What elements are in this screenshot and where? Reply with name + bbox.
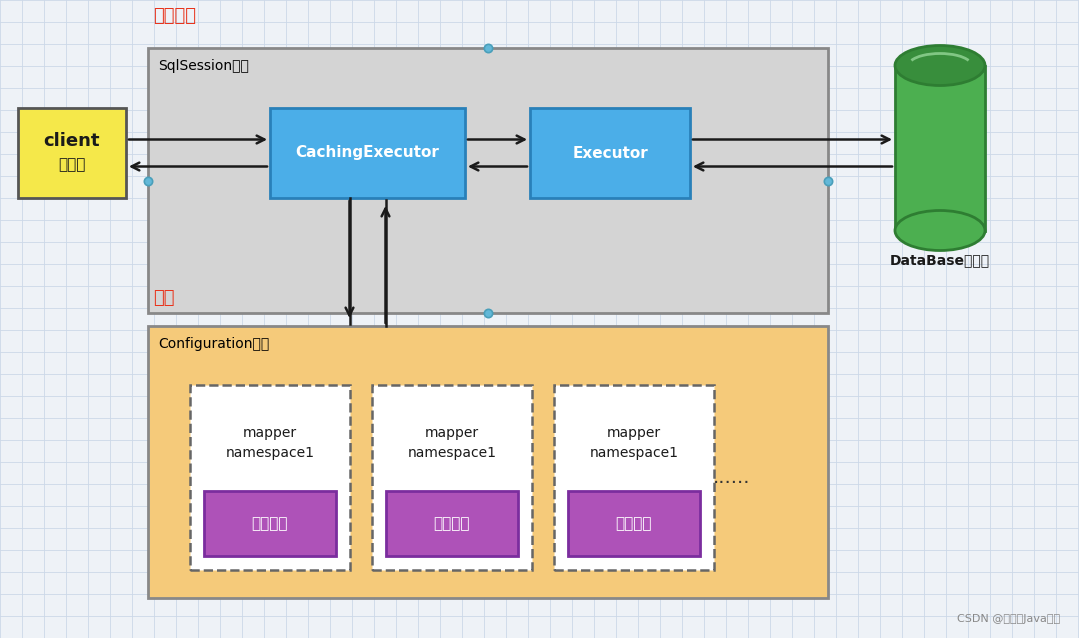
Text: mapper: mapper (606, 426, 661, 440)
Text: namespace1: namespace1 (589, 446, 679, 460)
Ellipse shape (894, 211, 985, 251)
Bar (148, 326, 828, 598)
Bar (204, 491, 336, 556)
Bar (190, 385, 350, 570)
Bar (148, 48, 828, 313)
Text: 一次会话: 一次会话 (153, 7, 196, 25)
Bar (270, 108, 465, 198)
Bar (530, 108, 689, 198)
Text: 二级缓存: 二级缓存 (434, 516, 470, 531)
Text: SqlSession对象: SqlSession对象 (158, 59, 249, 73)
Text: 全局: 全局 (153, 289, 175, 307)
Text: CSDN @苏渠的Java之旅: CSDN @苏渠的Java之旅 (957, 614, 1060, 624)
Bar (386, 491, 518, 556)
Text: namespace1: namespace1 (408, 446, 496, 460)
Text: DataBase数据库: DataBase数据库 (890, 253, 991, 267)
Text: 二级缓存: 二级缓存 (251, 516, 288, 531)
Ellipse shape (894, 45, 985, 85)
Text: client: client (44, 132, 100, 150)
Text: mapper: mapper (243, 426, 297, 440)
Text: Configuration对象: Configuration对象 (158, 337, 270, 351)
Bar (894, 66, 985, 230)
Text: namespace1: namespace1 (226, 446, 314, 460)
Text: mapper: mapper (425, 426, 479, 440)
Text: CachingExecutor: CachingExecutor (296, 145, 439, 161)
Text: 二级缓存: 二级缓存 (616, 516, 652, 531)
Bar (372, 385, 532, 570)
Text: 客户端: 客户端 (58, 158, 85, 172)
Text: Executor: Executor (572, 145, 647, 161)
Text: ......: ...... (713, 468, 751, 487)
Bar (554, 385, 714, 570)
Bar (568, 491, 700, 556)
Bar (18, 108, 126, 198)
